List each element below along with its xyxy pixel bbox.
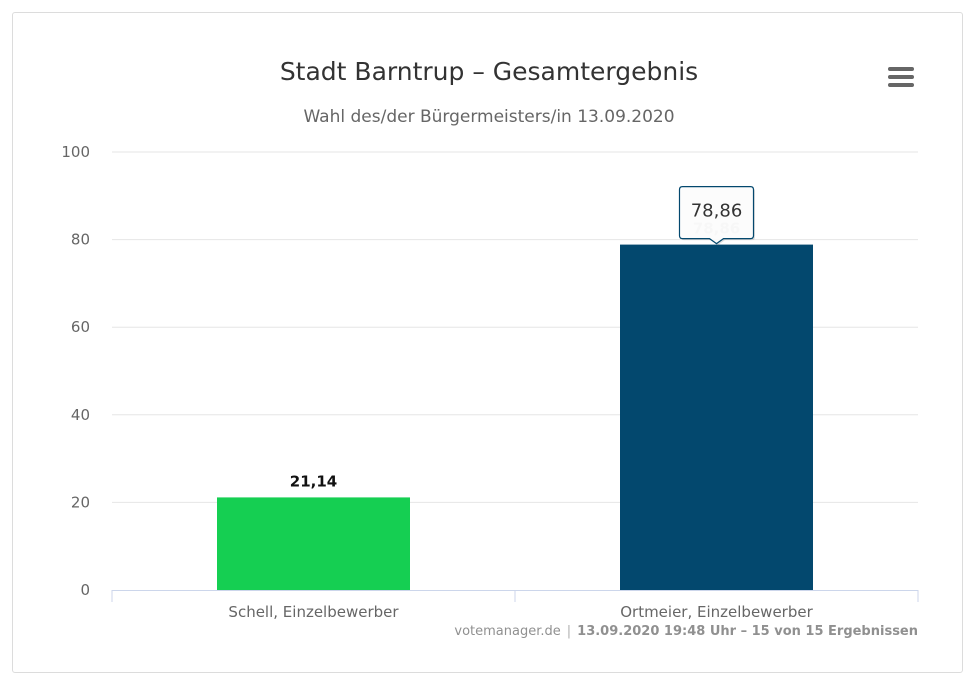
- credits-source-link[interactable]: votemanager.de: [454, 624, 561, 639]
- chart-title: Stadt Barntrup – Gesamtergebnis: [280, 57, 698, 86]
- hamburger-menu-icon[interactable]: [884, 60, 918, 94]
- y-tick-label: 40: [71, 406, 90, 424]
- y-axis-tick-labels: 0 20 40 60 80 100: [61, 143, 90, 599]
- y-tick-label: 20: [71, 493, 90, 511]
- y-tick-label: 60: [71, 318, 90, 336]
- tooltip-layer: 78,86: [678, 185, 755, 246]
- bars: 21,1478,86: [217, 220, 813, 590]
- y-tick-label: 0: [80, 581, 90, 599]
- chart-credits: votemanager.de | 13.09.2020 19:48 Uhr – 15…: [454, 624, 918, 639]
- bar[interactable]: [620, 244, 813, 590]
- x-tick-label: Ortmeier, Einzelbewerber: [620, 603, 813, 621]
- y-tick-label: 80: [71, 231, 90, 249]
- data-label: 21,14: [290, 472, 337, 490]
- credits-separator: |: [566, 624, 572, 639]
- x-tick-label: Schell, Einzelbewerber: [228, 603, 399, 621]
- chart-subtitle: Wahl des/der Bürgermeisters/in 13.09.202…: [303, 107, 674, 127]
- y-tick-label: 100: [61, 143, 90, 161]
- tooltip-box: [678, 185, 755, 245]
- bar[interactable]: [217, 497, 410, 590]
- credits-timestamp: 13.09.2020 19:48 Uhr – 15 von 15 Ergebni…: [577, 624, 918, 639]
- tooltip-value: 78,86: [691, 201, 743, 222]
- x-axis: Schell, Einzelbewerber Ortmeier, Einzelbe…: [111, 590, 919, 621]
